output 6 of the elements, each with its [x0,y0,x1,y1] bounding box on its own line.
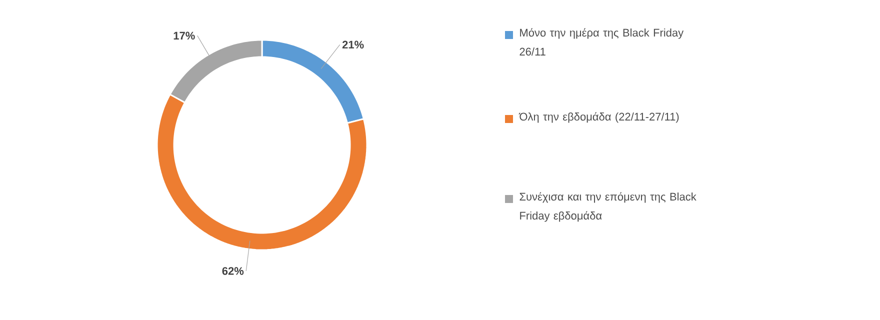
legend-label: Μόνο την ημέρα της Black Friday 26/11 [520,28,684,56]
legend-label: Όλη την εβδομάδα (22/11-27/11) [518,112,679,123]
data-label: 62% [222,267,244,275]
data-label: 21% [342,40,364,49]
data-label: 17% [174,32,195,40]
legend-label: Συνέχισα και την επόμενη της Black Friday εβδομάδα [520,192,696,222]
